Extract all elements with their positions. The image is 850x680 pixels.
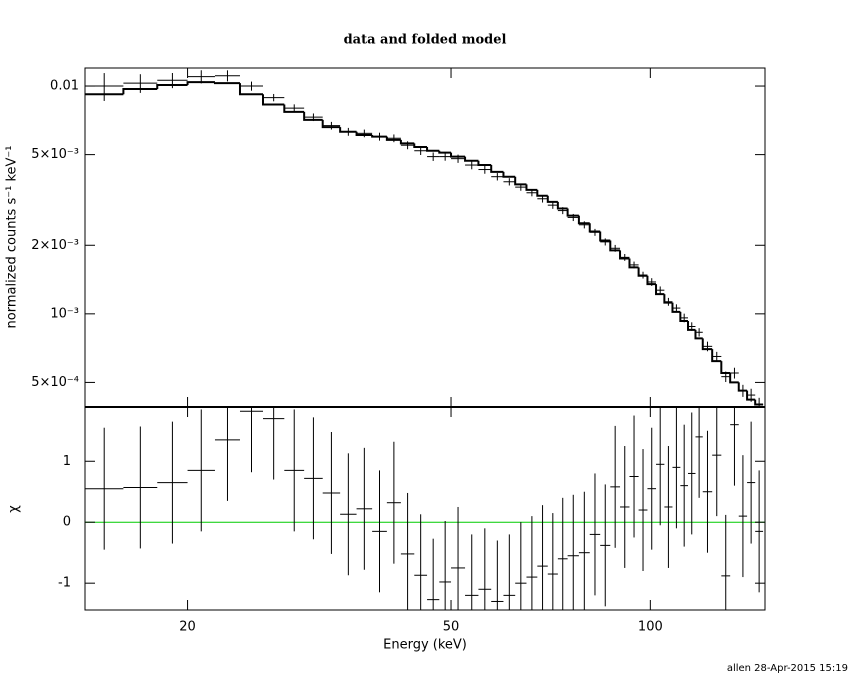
model-step [637, 267, 648, 277]
model-step [679, 311, 689, 323]
y-tick-label: 0 [63, 515, 71, 530]
model-step [385, 136, 401, 141]
model-step [238, 83, 263, 96]
y-axis-label: χ [7, 505, 22, 513]
model-step [156, 84, 188, 90]
model-step [283, 104, 305, 113]
x-tick-label: 100 [638, 620, 663, 635]
plot-area [85, 70, 764, 407]
model-step [720, 361, 731, 374]
y-tick-label: 2×10⁻³ [31, 238, 79, 253]
model-step [490, 165, 504, 173]
y-axis-label: normalized counts s⁻¹ keV⁻¹ [5, 146, 20, 329]
footer: allen 28-Apr-2015 15:19 [727, 663, 848, 674]
model-step [577, 215, 590, 225]
model-step [711, 349, 722, 363]
model-step [729, 372, 739, 384]
model-step [556, 201, 568, 210]
model-step [588, 223, 601, 233]
model-step [514, 176, 527, 186]
model-step [599, 231, 611, 242]
model-step [746, 390, 756, 401]
model-step [261, 94, 285, 106]
model-step [122, 88, 158, 95]
model-step [687, 321, 696, 331]
model-step [321, 119, 341, 129]
model-step [663, 294, 673, 304]
model-step [213, 82, 240, 85]
model-step [546, 195, 558, 203]
model-step [426, 147, 440, 152]
y-tick-label: 5×10⁻⁴ [31, 375, 79, 390]
model-step [566, 208, 579, 217]
y-tick-label: 10⁻³ [50, 306, 79, 321]
model-step [186, 81, 215, 86]
y-tick-label: 0.01 [50, 79, 79, 94]
model-step [438, 150, 452, 154]
y-tick-label: 5×10⁻³ [31, 147, 79, 162]
plot-area [85, 407, 765, 610]
model-step [646, 275, 657, 286]
model-step [413, 143, 428, 148]
model-step [355, 131, 373, 136]
x-axis-label: Energy (keV) [383, 638, 467, 653]
model-step [619, 250, 630, 260]
frame [84, 67, 766, 611]
x-tick-label: 20 [179, 620, 196, 635]
model-step [525, 184, 538, 191]
model-step [303, 111, 323, 121]
model-step [536, 189, 548, 197]
model-step [502, 171, 516, 178]
y-tick-label: 1 [63, 454, 71, 469]
model-step [477, 160, 492, 167]
model-step [399, 139, 415, 145]
model-step [609, 240, 621, 252]
model-step [701, 338, 713, 351]
model-step [655, 284, 665, 296]
model-step [628, 258, 639, 269]
x-tick-label: 50 [443, 620, 460, 635]
chart-title: data and folded model [344, 33, 507, 48]
model-step [671, 302, 681, 313]
y-tick-label: -1 [58, 576, 71, 591]
model-step [464, 156, 479, 162]
